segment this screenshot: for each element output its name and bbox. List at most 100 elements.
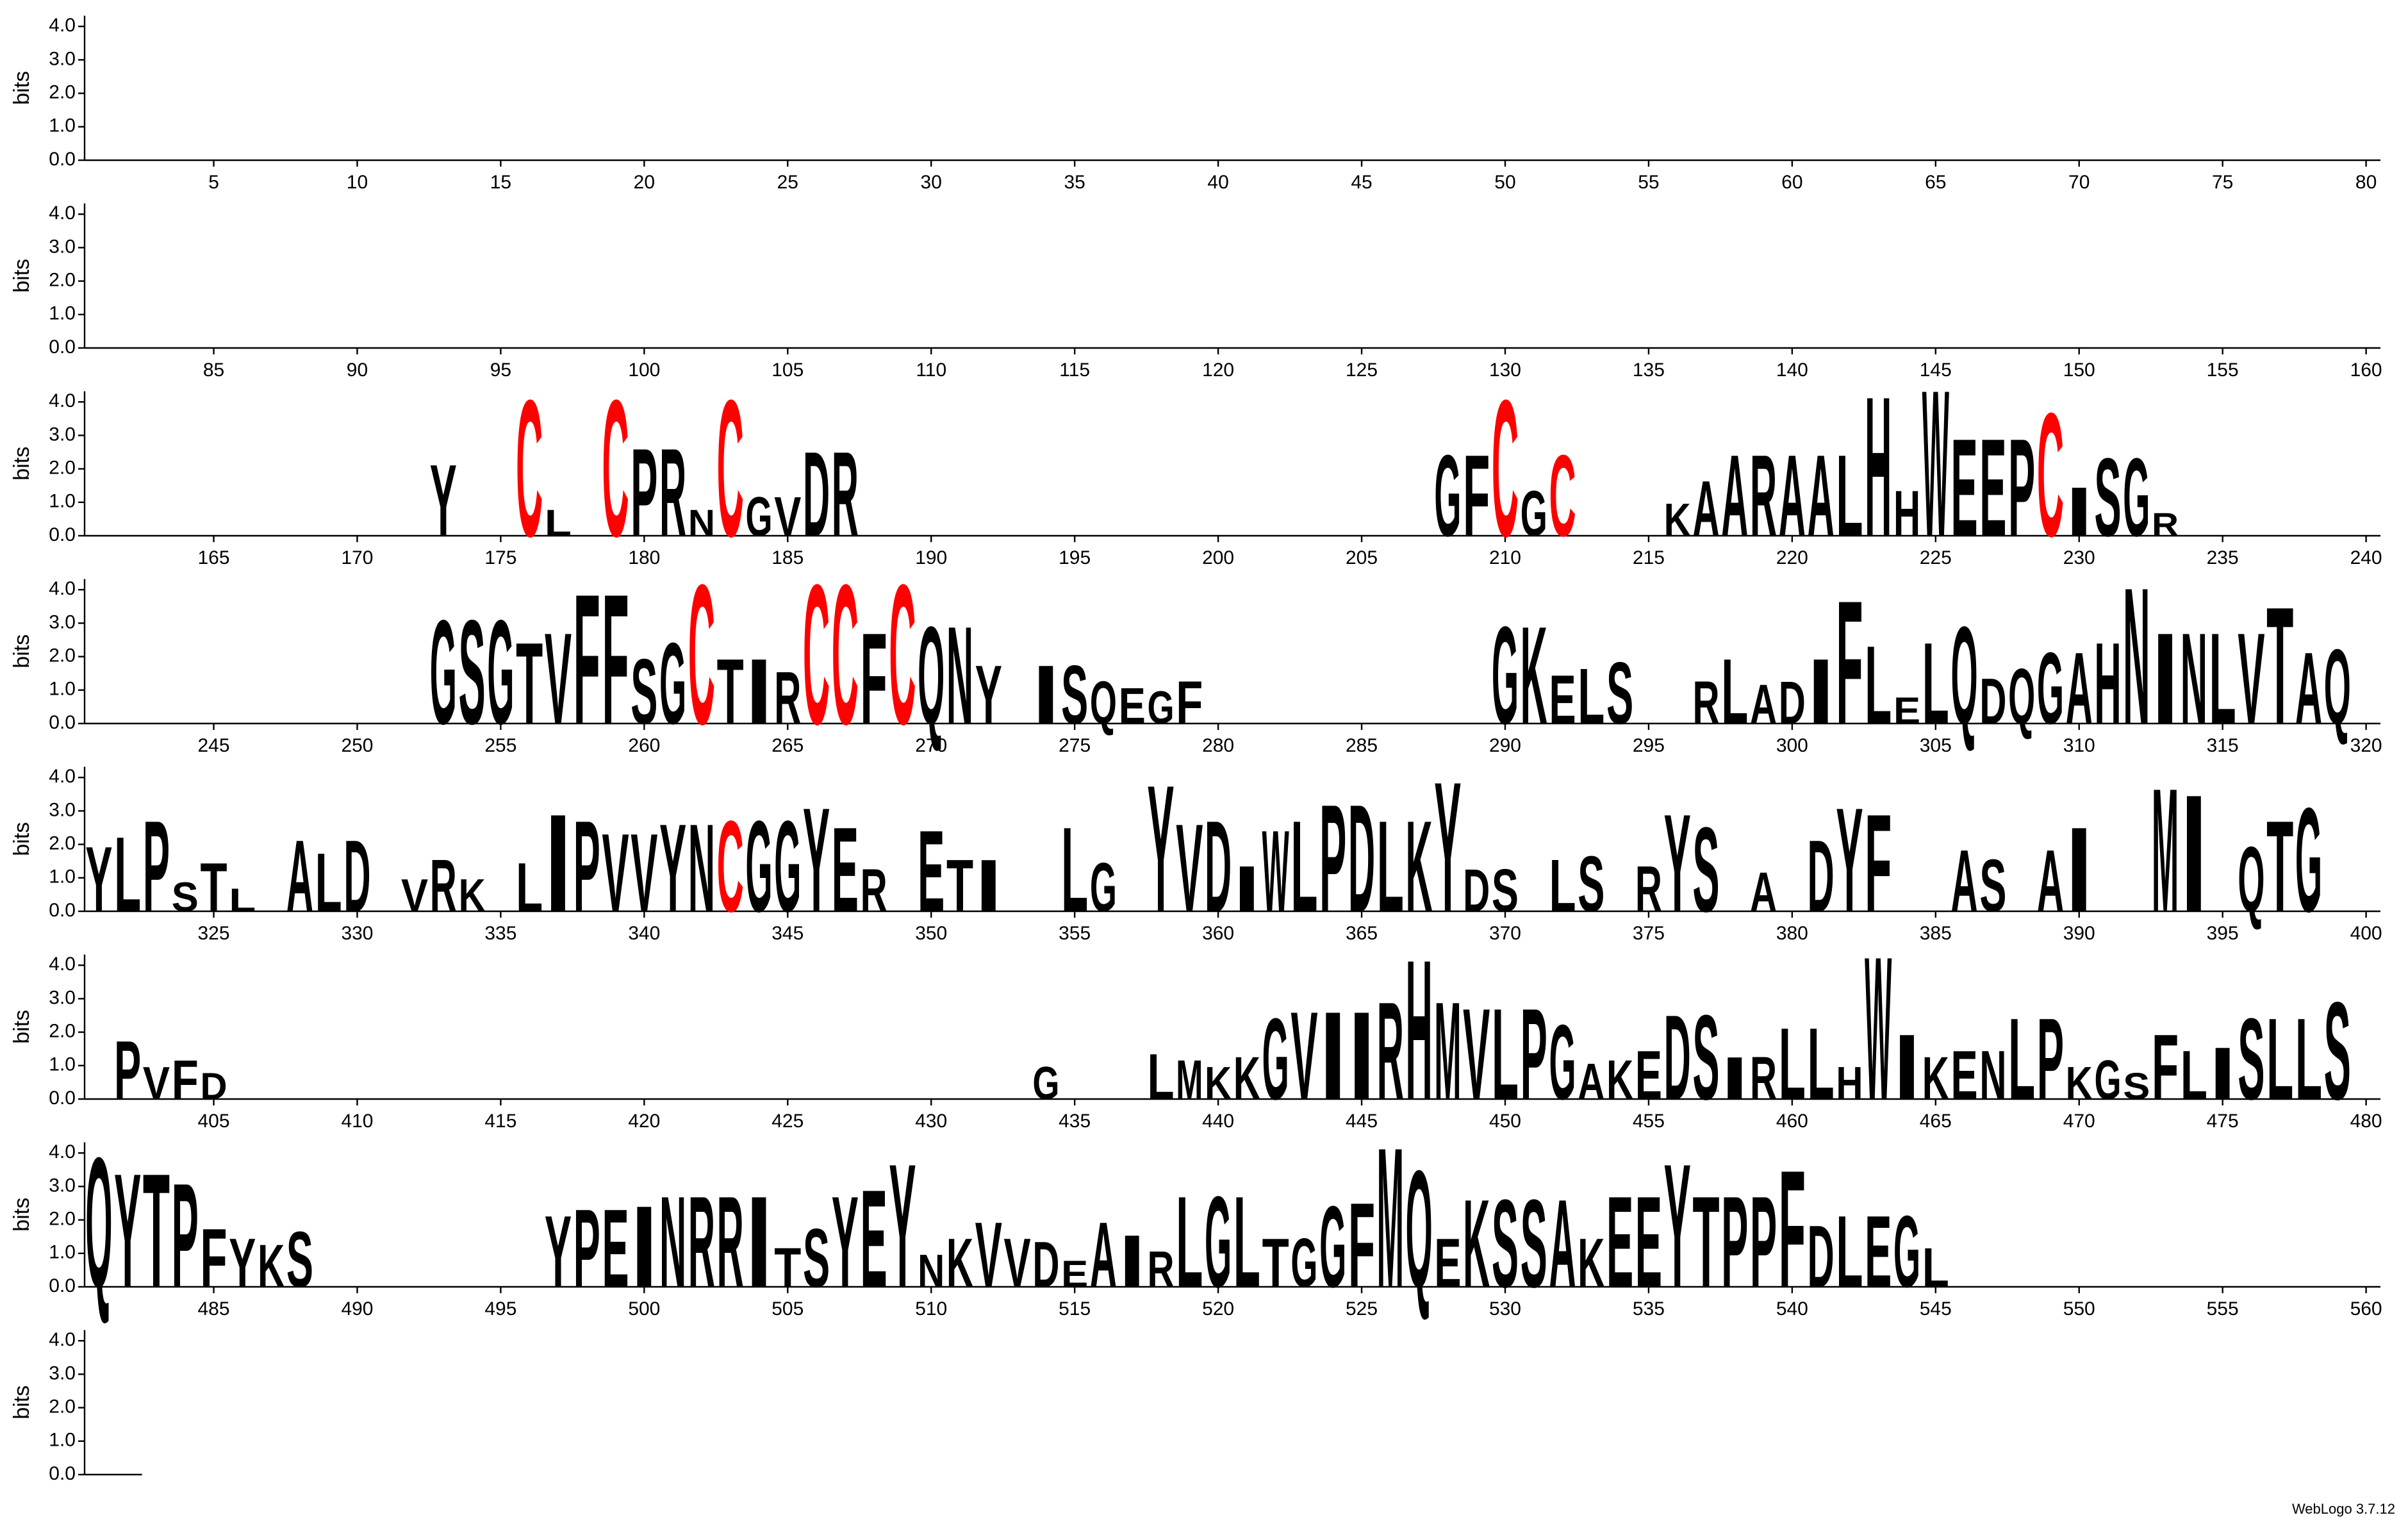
x-tick-label: 85 bbox=[203, 360, 224, 381]
logo-letter: E bbox=[1119, 677, 1146, 734]
logo-row: bits 0.0 1.0 2.0 3.0 4.0 325 330 335 340 345 350 355… bbox=[10, 743, 2382, 951]
logo-letter: R bbox=[1377, 973, 1404, 1129]
x-tick-label: 325 bbox=[198, 923, 230, 944]
logo-letter: G bbox=[1319, 1182, 1346, 1312]
logo-letter: T bbox=[1262, 1225, 1289, 1302]
logo-letter: F bbox=[1865, 786, 1892, 941]
logo-letter: N bbox=[1979, 1037, 2006, 1114]
x-tick-label: 195 bbox=[1059, 547, 1091, 568]
logo-letter: V bbox=[1463, 982, 1490, 1127]
logo-letter: I bbox=[745, 640, 772, 743]
logo-letter: E bbox=[1951, 410, 1978, 566]
logo-letter: I bbox=[1032, 648, 1059, 741]
y-axis-label: bits bbox=[10, 1010, 34, 1044]
logo-letter: Y bbox=[659, 798, 686, 938]
x-tick-label: 330 bbox=[341, 923, 373, 944]
logo-letter: E bbox=[1549, 661, 1576, 739]
x-tick-label: 545 bbox=[1920, 1298, 1952, 1319]
logo-letter: G bbox=[2094, 1049, 2121, 1111]
x-tick-label: 260 bbox=[628, 735, 660, 756]
x-tick-label: 480 bbox=[2350, 1111, 2382, 1132]
logo-letter: A bbox=[1750, 861, 1777, 923]
x-tick-label: 405 bbox=[198, 1111, 230, 1132]
logo-letter: H bbox=[2094, 619, 2121, 749]
x-tick-label: 70 bbox=[2068, 172, 2090, 193]
logo-letter: N bbox=[688, 798, 715, 938]
logo-letter: K bbox=[2066, 1057, 2093, 1109]
logo-letter: S bbox=[1521, 1174, 1547, 1314]
logo-letter: G bbox=[1521, 477, 1547, 550]
logo-letter: E bbox=[861, 1161, 887, 1317]
y-tick-label: 4.0 bbox=[49, 766, 76, 787]
logo-letter: M bbox=[1377, 1107, 1404, 1330]
logo-letter: K bbox=[1233, 1045, 1260, 1112]
x-tick-label: 135 bbox=[1633, 360, 1665, 381]
logo-row: bits 0.0 1.0 2.0 3.0 4.0 165 170 175 180 185 190 195… bbox=[10, 347, 2382, 581]
y-tick-label: 0.0 bbox=[49, 1463, 76, 1484]
logo-letter: I bbox=[745, 1170, 772, 1315]
y-tick-label: 4.0 bbox=[49, 1141, 76, 1162]
logo-letter: L bbox=[1176, 1170, 1203, 1315]
x-tick-label: 30 bbox=[921, 172, 942, 193]
x-tick-label: 170 bbox=[341, 547, 373, 568]
logo-letter: W bbox=[1865, 914, 1892, 1143]
logo-letter: V bbox=[545, 606, 572, 752]
logo-letter: Y bbox=[1664, 1128, 1691, 1325]
y-tick-label: 2.0 bbox=[49, 270, 76, 291]
x-tick-label: 450 bbox=[1489, 1111, 1521, 1132]
logo-letter: T bbox=[143, 1139, 170, 1321]
logo-letter: S bbox=[1061, 648, 1088, 741]
logo-letter: T bbox=[200, 849, 227, 927]
x-tick-label: 470 bbox=[2063, 1111, 2095, 1132]
x-tick-label: 270 bbox=[915, 735, 947, 756]
logo-letter: Y bbox=[889, 1128, 916, 1325]
logo-letter: I bbox=[1233, 852, 1260, 925]
x-tick-label: 500 bbox=[628, 1298, 660, 1319]
logo-letter: Y bbox=[1434, 743, 1461, 951]
logo-letter: R bbox=[2152, 506, 2179, 543]
logo-letter: G bbox=[1147, 682, 1174, 734]
x-tick-label: 275 bbox=[1059, 735, 1091, 756]
logo-letter: N bbox=[946, 598, 973, 754]
logo-letter: H bbox=[1406, 919, 1433, 1142]
y-tick-label: 2.0 bbox=[49, 1396, 76, 1418]
logo-letter: L bbox=[1061, 802, 1088, 937]
x-tick-label: 460 bbox=[1776, 1111, 1808, 1132]
logo-letter: N bbox=[918, 1245, 944, 1297]
x-tick-label: 365 bbox=[1346, 923, 1378, 944]
y-tick-label: 4.0 bbox=[49, 1329, 76, 1350]
logo-letter: L bbox=[1578, 652, 1604, 741]
logo-letter: C bbox=[2037, 377, 2064, 574]
x-tick-label: 115 bbox=[1059, 360, 1090, 381]
logo-letter: E bbox=[1635, 1170, 1662, 1315]
y-tick-label: 1.0 bbox=[49, 491, 76, 512]
x-tick-label: 5 bbox=[208, 172, 219, 193]
x-tick-label: 240 bbox=[2350, 547, 2382, 568]
x-tick-label: 285 bbox=[1346, 735, 1378, 756]
logo-letter: A bbox=[1808, 431, 1835, 561]
logo-letter: C bbox=[832, 543, 859, 766]
x-tick-label: 395 bbox=[2207, 923, 2239, 944]
logo-letter: A bbox=[1951, 832, 1978, 931]
logo-letter: W bbox=[1922, 347, 1950, 581]
logo-letter: L bbox=[1865, 622, 1892, 747]
logo-letter: P bbox=[1319, 772, 1346, 944]
y-tick-label: 4.0 bbox=[49, 15, 76, 36]
logo-letter: Y bbox=[975, 648, 1002, 741]
logo-letter: E bbox=[1951, 1037, 1978, 1114]
logo-letter: C bbox=[889, 543, 916, 766]
x-tick-label: 525 bbox=[1346, 1298, 1378, 1319]
logo-letter: A bbox=[1578, 1053, 1604, 1110]
x-tick-label: 220 bbox=[1776, 547, 1808, 568]
logo-letter: K bbox=[1922, 1045, 1949, 1112]
logo-letter: G bbox=[487, 590, 514, 756]
logo-letter: A bbox=[1549, 1174, 1576, 1314]
y-tick-label: 4.0 bbox=[49, 390, 76, 411]
logo-letter: R bbox=[659, 423, 686, 563]
x-tick-label: 130 bbox=[1489, 360, 1521, 381]
logo-letter: L bbox=[1721, 640, 1748, 743]
logo-letter: V bbox=[975, 1203, 1002, 1307]
logo-row: bits 0.0 1.0 2.0 3.0 4.0 485 490 495 500 505 510 515… bbox=[10, 1107, 2382, 1330]
logo-letter: G bbox=[1549, 1003, 1576, 1122]
x-tick-label: 490 bbox=[341, 1298, 373, 1319]
